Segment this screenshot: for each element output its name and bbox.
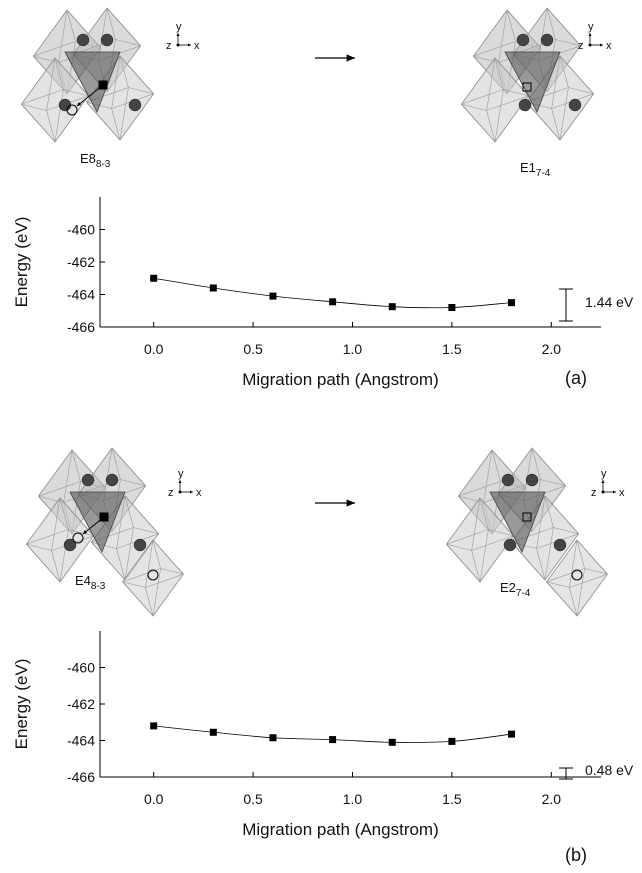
axis-glyph-label: x (196, 487, 202, 499)
x-axis-label: Migration path (Angstrom) (242, 370, 439, 389)
axis-glyph (179, 491, 182, 494)
atom (129, 99, 141, 111)
label-subscript: 8-3 (91, 581, 106, 592)
atom (526, 474, 538, 486)
axis-glyph-label: z (578, 40, 584, 52)
atom (554, 539, 566, 551)
y-tick-label: -464 (67, 733, 95, 749)
data-point (210, 285, 217, 292)
chart: -460 -462 -464 -466 0.0 0.5 1.0 1.5 2.0 Energy (e… (12, 197, 634, 389)
axis-glyph-label: z (168, 487, 174, 499)
axis-glyph-label: x (619, 487, 625, 499)
structure-label: E48-3 (75, 573, 106, 592)
figure: E88-3yzxE17-4yzxE48-3yzxE27-4yzx-460-462… (0, 0, 642, 873)
y-axis-label: Energy (eV) (12, 217, 31, 308)
axis-glyph-label: y (178, 468, 184, 480)
data-point (329, 736, 336, 743)
data-point (150, 722, 157, 729)
data-point (269, 293, 276, 300)
data-point (150, 275, 157, 282)
label-main: E8 (80, 151, 96, 166)
data-point (508, 731, 515, 738)
atom (519, 99, 531, 111)
structure-label: E88-3 (80, 151, 111, 170)
atom (82, 474, 94, 486)
data-point (448, 304, 455, 311)
y-tick-label: -466 (67, 769, 95, 785)
y-tick-label: -462 (67, 254, 95, 270)
atom (504, 539, 516, 551)
y-tick-label: -460 (67, 660, 95, 676)
x-tick-label: 2.0 (542, 341, 562, 357)
atom (569, 99, 581, 111)
axis-glyph (177, 44, 180, 47)
data-point (508, 299, 515, 306)
annotation: 0.48 eV (585, 762, 634, 778)
y-tick-label: -464 (67, 287, 95, 303)
x-axis-label: Migration path (Angstrom) (242, 820, 439, 839)
label-main: E1 (520, 160, 536, 175)
atom (59, 99, 71, 111)
data-point (329, 298, 336, 305)
atom (106, 474, 118, 486)
structure-label: E27-4 (500, 580, 531, 599)
label-main: E2 (500, 580, 516, 595)
axis-glyph-label: z (166, 40, 172, 52)
x-tick-label: 0.5 (243, 341, 263, 357)
y-tick-label: -462 (67, 696, 95, 712)
x-tick-label: 1.0 (343, 341, 363, 357)
x-tick-label: 0.0 (144, 341, 164, 357)
atom (77, 34, 89, 46)
label-subscript: 7-4 (516, 588, 531, 599)
atom (101, 34, 113, 46)
x-tick-label: 0.0 (144, 791, 164, 807)
atom (502, 474, 514, 486)
axis-glyph (589, 44, 592, 47)
data-point (448, 738, 455, 745)
data-point (269, 734, 276, 741)
panel-label: (a) (565, 368, 587, 388)
data-point (389, 303, 396, 310)
axis-glyph-label: y (176, 21, 182, 33)
structure-label: E17-4 (520, 160, 551, 179)
structure-diagram: E27-4 yz x (446, 448, 625, 616)
x-tick-label: 1.5 (442, 791, 462, 807)
structure-diagram: E88-3 yz x (21, 8, 200, 170)
structure-diagram: E48-3 yz x (26, 448, 202, 616)
panel-label: (b) (565, 845, 587, 865)
x-tick-label: 1.0 (343, 791, 363, 807)
axis-glyph (602, 491, 605, 494)
axis-glyph-label: x (606, 40, 612, 52)
atom (134, 539, 146, 551)
axis-glyph-label: y (588, 21, 594, 33)
label-subscript: 8-3 (96, 159, 111, 170)
axis-glyph-label: y (601, 468, 607, 480)
x-tick-label: 1.5 (442, 341, 462, 357)
atom (517, 34, 529, 46)
label-subscript: 7-4 (536, 168, 551, 179)
data-point (389, 739, 396, 746)
axis-glyph-label: z (591, 487, 597, 499)
axis-glyph-label: x (194, 40, 200, 52)
x-tick-label: 0.5 (243, 791, 263, 807)
x-tick-label: 2.0 (542, 791, 562, 807)
atom (541, 34, 553, 46)
y-axis-label: Energy (eV) (12, 659, 31, 750)
y-tick-label: -466 (67, 319, 95, 335)
annotation: 1.44 eV (585, 294, 634, 310)
chart: -460 -462 -464 -466 0.0 0.5 1.0 1.5 2.0 Energy (e… (12, 631, 634, 865)
y-tick-label: -460 (67, 222, 95, 238)
label-main: E4 (75, 573, 91, 588)
data-point (210, 729, 217, 736)
structure-diagram: E17-4 yz x (461, 8, 612, 179)
